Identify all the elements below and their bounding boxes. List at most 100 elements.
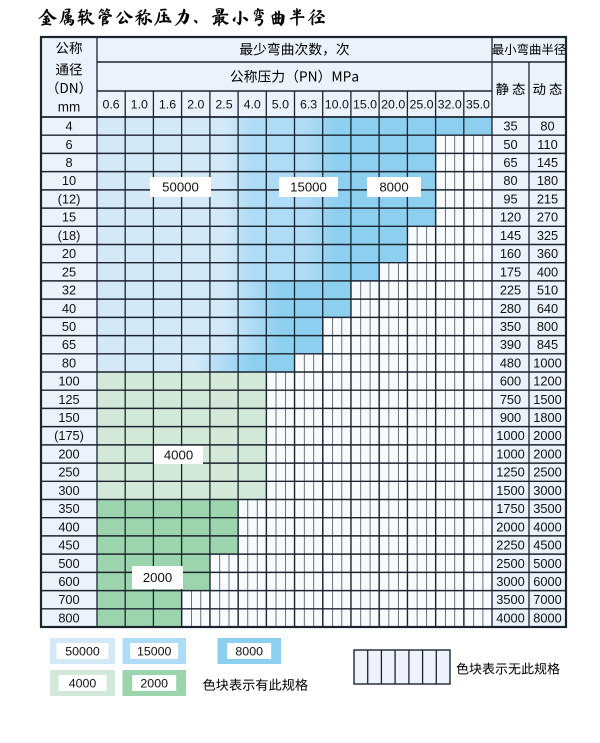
svg-text:4000: 4000 — [533, 519, 561, 534]
svg-text:3000: 3000 — [533, 483, 561, 498]
svg-text:350: 350 — [500, 319, 521, 334]
svg-text:1000: 1000 — [533, 355, 561, 370]
svg-text:2000: 2000 — [140, 676, 168, 690]
svg-text:200: 200 — [58, 447, 79, 462]
svg-text:6: 6 — [65, 137, 72, 152]
svg-text:35.0: 35.0 — [466, 98, 490, 112]
svg-text:1500: 1500 — [533, 392, 561, 407]
svg-text:3500: 3500 — [533, 501, 561, 516]
svg-text:(18): (18) — [58, 228, 81, 243]
svg-text:800: 800 — [58, 610, 79, 625]
svg-text:1800: 1800 — [533, 410, 561, 425]
svg-text:3000: 3000 — [496, 574, 524, 589]
svg-text:510: 510 — [537, 283, 558, 298]
svg-text:8000: 8000 — [235, 644, 263, 658]
svg-text:110: 110 — [537, 137, 557, 152]
svg-text:32.0: 32.0 — [438, 98, 462, 112]
svg-text:6.3: 6.3 — [300, 98, 317, 112]
svg-text:4000: 4000 — [164, 448, 193, 463]
svg-text:5000: 5000 — [533, 556, 561, 571]
svg-text:mm: mm — [58, 100, 81, 115]
svg-text:845: 845 — [537, 337, 558, 352]
svg-text:280: 280 — [500, 301, 521, 316]
svg-text:1750: 1750 — [496, 501, 524, 516]
svg-text:2500: 2500 — [533, 465, 561, 480]
svg-text:1.6: 1.6 — [159, 98, 176, 112]
svg-text:15000: 15000 — [137, 644, 172, 658]
svg-text:50: 50 — [503, 137, 517, 152]
svg-text:145: 145 — [537, 155, 558, 170]
svg-text:4000: 4000 — [496, 610, 524, 625]
svg-text:2000: 2000 — [496, 519, 524, 534]
svg-text:390: 390 — [500, 337, 521, 352]
svg-text:180: 180 — [537, 173, 558, 188]
svg-text:400: 400 — [537, 264, 558, 279]
svg-text:2.0: 2.0 — [187, 98, 204, 112]
svg-text:900: 900 — [500, 410, 521, 425]
svg-text:50: 50 — [62, 319, 76, 334]
svg-text:1000: 1000 — [496, 447, 524, 462]
svg-text:0.6: 0.6 — [102, 98, 119, 112]
svg-text:640: 640 — [537, 301, 558, 316]
svg-text:15: 15 — [62, 210, 76, 225]
svg-text:4000: 4000 — [69, 676, 97, 690]
svg-text:120: 120 — [500, 210, 521, 225]
svg-text:1.0: 1.0 — [131, 98, 148, 112]
svg-text:20.0: 20.0 — [381, 98, 405, 112]
svg-text:35: 35 — [503, 119, 517, 134]
svg-text:480: 480 — [500, 355, 521, 370]
svg-text:1200: 1200 — [533, 374, 561, 389]
svg-text:2000: 2000 — [533, 447, 561, 462]
svg-text:750: 750 — [500, 392, 521, 407]
svg-text:8: 8 — [65, 155, 72, 170]
svg-text:1250: 1250 — [496, 465, 524, 480]
svg-text:400: 400 — [58, 519, 79, 534]
svg-text:8000: 8000 — [379, 180, 408, 195]
svg-text:600: 600 — [500, 374, 521, 389]
svg-text:10: 10 — [62, 173, 76, 188]
svg-text:65: 65 — [62, 337, 76, 352]
svg-text:600: 600 — [58, 574, 79, 589]
svg-text:360: 360 — [537, 246, 558, 261]
svg-text:450: 450 — [58, 538, 79, 553]
svg-text:3500: 3500 — [496, 592, 524, 607]
svg-text:15000: 15000 — [290, 180, 327, 195]
svg-text:20: 20 — [62, 246, 76, 261]
svg-text:2000: 2000 — [533, 428, 561, 443]
svg-text:2.5: 2.5 — [215, 98, 232, 112]
svg-text:270: 270 — [537, 210, 558, 225]
svg-text:8000: 8000 — [533, 610, 561, 625]
svg-text:2250: 2250 — [496, 538, 524, 553]
svg-text:175: 175 — [500, 264, 521, 279]
svg-text:350: 350 — [58, 501, 79, 516]
svg-text:4: 4 — [65, 119, 72, 134]
svg-text:2500: 2500 — [496, 556, 524, 571]
svg-text:125: 125 — [58, 392, 79, 407]
svg-text:100: 100 — [58, 374, 79, 389]
svg-text:700: 700 — [58, 592, 79, 607]
svg-text:40: 40 — [62, 301, 76, 316]
svg-text:6000: 6000 — [533, 574, 561, 589]
svg-text:500: 500 — [58, 556, 79, 571]
svg-text:(175): (175) — [54, 428, 84, 443]
svg-text:160: 160 — [500, 246, 521, 261]
svg-text:4.0: 4.0 — [244, 98, 261, 112]
svg-text:25.0: 25.0 — [409, 98, 433, 112]
svg-text:150: 150 — [58, 410, 79, 425]
svg-text:10.0: 10.0 — [325, 98, 349, 112]
svg-text:225: 225 — [500, 283, 521, 298]
svg-text:25: 25 — [62, 264, 76, 279]
svg-text:1500: 1500 — [496, 483, 524, 498]
svg-text:95: 95 — [503, 192, 517, 207]
svg-text:32: 32 — [62, 283, 76, 298]
svg-text:325: 325 — [537, 228, 558, 243]
svg-text:215: 215 — [537, 192, 558, 207]
svg-text:4500: 4500 — [533, 538, 561, 553]
svg-text:5.0: 5.0 — [272, 98, 289, 112]
svg-text:80: 80 — [62, 355, 76, 370]
svg-text:250: 250 — [58, 465, 79, 480]
svg-text:800: 800 — [537, 319, 558, 334]
svg-text:80: 80 — [503, 173, 517, 188]
svg-text:145: 145 — [500, 228, 521, 243]
svg-text:15.0: 15.0 — [353, 98, 377, 112]
